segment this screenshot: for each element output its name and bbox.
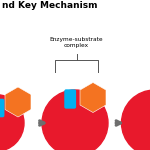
Circle shape bbox=[122, 90, 150, 150]
Polygon shape bbox=[80, 82, 106, 112]
Circle shape bbox=[0, 94, 24, 150]
FancyBboxPatch shape bbox=[64, 89, 76, 109]
FancyBboxPatch shape bbox=[0, 99, 4, 117]
Circle shape bbox=[42, 90, 108, 150]
Text: nd Key Mechanism: nd Key Mechanism bbox=[2, 2, 97, 10]
Text: Enzyme-substrate
complex: Enzyme-substrate complex bbox=[50, 37, 103, 48]
Polygon shape bbox=[5, 87, 31, 117]
